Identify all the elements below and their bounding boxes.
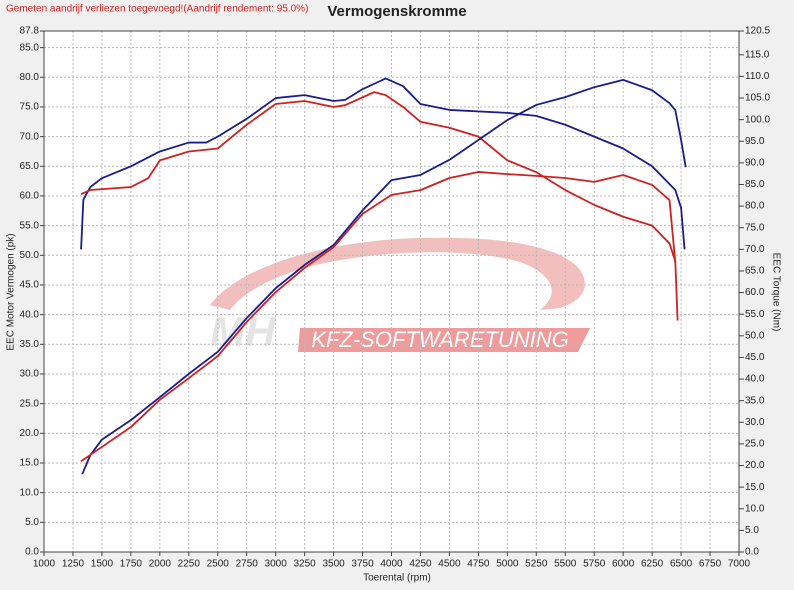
- y-tick-label: 80.0: [20, 72, 40, 83]
- y2-tick-label: 60.0: [745, 287, 765, 298]
- x-tick-label: 2000: [149, 559, 172, 570]
- y-tick-label: 40.0: [20, 309, 40, 320]
- y2-tick-label: 50.0: [745, 330, 765, 341]
- y2-tick-label: 70.0: [745, 244, 765, 255]
- y2-tick-label: 20.0: [745, 460, 765, 471]
- chart-title: Vermogenskromme: [327, 3, 466, 20]
- y2-tick-label: 80.0: [745, 201, 765, 212]
- x-tick-label: 1250: [62, 559, 85, 570]
- x-tick-label: 4500: [438, 559, 461, 570]
- y-tick-label: 15.0: [20, 458, 40, 469]
- series-line: [80, 77, 686, 250]
- y-tick-label: 75.0: [20, 102, 40, 113]
- y2-tick-label: 105.0: [745, 93, 770, 104]
- y2-tick-label: 25.0: [745, 439, 765, 450]
- watermark-band: [298, 328, 590, 352]
- x-tick-label: 5250: [525, 559, 548, 570]
- series-line: [80, 91, 679, 321]
- y-tick-label: 5.0: [25, 517, 39, 528]
- plot-border: [43, 30, 740, 553]
- x-tick-label: 5750: [583, 559, 606, 570]
- x-tick-label: 2750: [236, 559, 259, 570]
- x-tick-label: 6750: [699, 559, 722, 570]
- y-tick-label: 25.0: [20, 398, 40, 409]
- x-tick-label: 3250: [294, 559, 317, 570]
- y2-tick-label: 0.0: [745, 547, 759, 558]
- x-tick-label: 2500: [207, 559, 230, 570]
- y2-tick-label: 85.0: [745, 179, 765, 190]
- y2-tick-label: 55.0: [745, 309, 765, 320]
- y-tick-label: 85.0: [20, 42, 40, 53]
- y2-tick-label: 120.5: [745, 26, 770, 37]
- y-tick-label: 87.8: [20, 26, 40, 37]
- x-tick-label: 5000: [496, 559, 519, 570]
- x-axis-label: Toerental (rpm): [363, 573, 431, 584]
- x-tick-label: 7000: [728, 559, 751, 570]
- watermark-car: [210, 237, 585, 310]
- x-tick-label: 4250: [409, 559, 432, 570]
- y2-tick-label: 15.0: [745, 482, 765, 493]
- x-tick-label: 6250: [641, 559, 664, 570]
- watermark: MH KFZ-SOFTWARETUNING: [210, 237, 590, 355]
- x-tick-label: 3000: [265, 559, 288, 570]
- x-tick-label: 6500: [670, 559, 693, 570]
- y2-tick-label: 30.0: [745, 417, 765, 428]
- x-tick-label: 1500: [91, 559, 114, 570]
- x-tick-label: 3500: [322, 559, 345, 570]
- x-tick-label: 1000: [33, 559, 56, 570]
- y-axis-label: EEC Motor Vermogen (pk): [6, 233, 17, 350]
- y-tick-label: 55.0: [20, 220, 40, 231]
- y2-tick-label: 5.0: [745, 525, 759, 536]
- y2-tick-label: 90.0: [745, 158, 765, 169]
- y2-tick-label: 65.0: [745, 266, 765, 277]
- y2-tick-label: 35.0: [745, 395, 765, 406]
- x-tick-label: 2250: [178, 559, 201, 570]
- y-tick-label: 0.0: [25, 547, 39, 558]
- series-line: [81, 78, 687, 475]
- y2-tick-label: 75.0: [745, 222, 765, 233]
- y-tick-label: 20.0: [20, 428, 40, 439]
- y2-tick-label: 110.0: [745, 71, 770, 82]
- y-tick-label: 10.0: [20, 487, 40, 498]
- y-tick-label: 50.0: [20, 250, 40, 261]
- y2-tick-label: 100.0: [745, 114, 770, 125]
- y-tick-label: 60.0: [20, 191, 40, 202]
- notice: Gemeten aandrijf verliezen toegevoegd!(A…: [6, 4, 308, 15]
- x-tick-label: 5500: [554, 559, 577, 570]
- y-tick-label: 45.0: [20, 280, 40, 291]
- y2-tick-label: 45.0: [745, 352, 765, 363]
- y2-axis-label: EEC Torque (Nm): [770, 253, 781, 332]
- series-line: [80, 171, 677, 462]
- x-tick-label: 3750: [351, 559, 374, 570]
- x-tick-label: 1750: [120, 559, 143, 570]
- y2-tick-label: 115.0: [745, 49, 770, 60]
- x-tick-label: 4750: [467, 559, 490, 570]
- y2-tick-label: 95.0: [745, 136, 765, 147]
- y-tick-label: 70.0: [20, 131, 40, 142]
- x-tick-label: 6000: [612, 559, 635, 570]
- y2-tick-label: 40.0: [745, 374, 765, 385]
- x-tick-label: 4000: [380, 559, 403, 570]
- y2-tick-label: 10.0: [745, 503, 765, 514]
- watermark-text: KFZ-SOFTWARETUNING: [311, 327, 568, 352]
- y-tick-label: 30.0: [20, 369, 40, 380]
- y-tick-label: 35.0: [20, 339, 40, 350]
- y-tick-label: 65.0: [20, 161, 40, 172]
